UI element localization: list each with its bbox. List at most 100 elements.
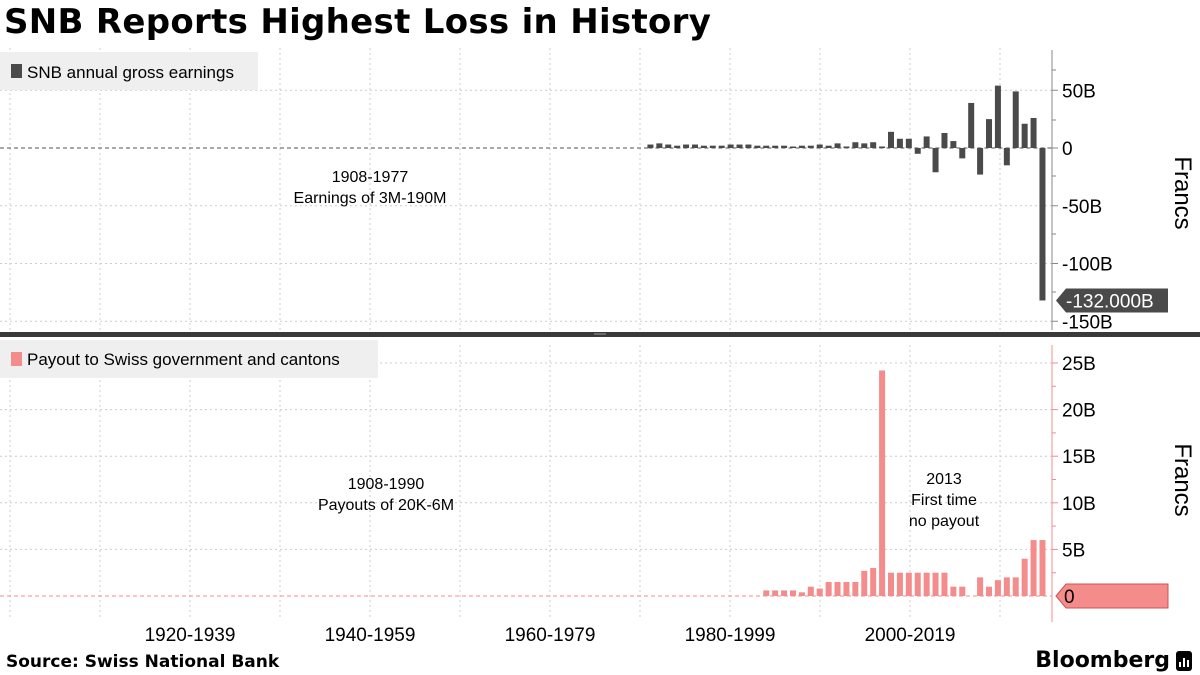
earnings-bar-1993 — [781, 145, 788, 148]
earnings-last-value-label: -132.000B — [1066, 291, 1154, 312]
payout-bar-2007 — [905, 572, 912, 596]
payout-bar-2005 — [888, 572, 894, 596]
x-axis-label: 1940-1959 — [325, 625, 416, 646]
payout-bar-2011 — [941, 572, 948, 596]
earnings-bar-2003 — [870, 142, 877, 148]
earnings-bar-1997 — [816, 144, 823, 148]
earnings-annotation-line1: 1908-1977 — [332, 169, 409, 186]
earnings-bar-1986 — [718, 145, 725, 148]
earnings-bar-2010 — [932, 148, 939, 173]
payout-bar-2009 — [923, 572, 930, 596]
payout-bar-2021 — [1030, 540, 1037, 596]
earnings-bar-2016 — [986, 119, 993, 148]
earnings-bar-1985 — [709, 145, 716, 148]
payout-annotation-2-line2: First time — [911, 492, 977, 509]
bloomberg-terminal-icon — [1176, 651, 1192, 671]
payout-bar-2017 — [994, 580, 1001, 596]
payout-bar-1997 — [816, 588, 823, 596]
earnings-bar-2012 — [950, 141, 957, 148]
payout-legend-swatch — [11, 352, 22, 366]
earnings-bar-2006 — [896, 138, 903, 148]
chart-title: SNB Reports Highest Loss in History — [4, 2, 712, 42]
payout-last-value-tag — [1055, 583, 1169, 609]
payout-bar-2008 — [914, 572, 921, 596]
earnings-ytick-label: 50B — [1062, 81, 1096, 102]
payout-bar-2006 — [896, 572, 903, 596]
earnings-bar-1999 — [834, 143, 841, 148]
earnings-bar-2007 — [905, 138, 912, 148]
earnings-bar-2022 — [1039, 148, 1046, 301]
payout-ytick-label: 25B — [1062, 354, 1096, 375]
earnings-bar-2008 — [914, 148, 921, 154]
payout-legend-box — [0, 340, 378, 378]
earnings-bar-1979 — [656, 143, 663, 148]
earnings-bar-2005 — [888, 131, 894, 148]
earnings-ytick-label: -150B — [1062, 312, 1113, 333]
payout-ytick-label: 5B — [1062, 540, 1085, 561]
payout-bar-1999 — [834, 582, 841, 596]
x-axis-label: 2000-2019 — [865, 625, 956, 646]
payout-annotation-1-line2: Payouts of 20K-6M — [318, 497, 454, 514]
earnings-bar-1982 — [683, 144, 690, 148]
payout-bar-2002 — [861, 570, 868, 596]
earnings-bar-1988 — [736, 144, 743, 148]
payout-annotation-2-line3: no payout — [909, 513, 980, 530]
payout-bar-2010 — [932, 572, 939, 596]
earnings-bar-2021 — [1030, 117, 1037, 148]
payout-bar-2003 — [870, 568, 877, 596]
earnings-bar-1983 — [691, 144, 698, 148]
payout-annotation-1-line1: 1908-1990 — [348, 476, 425, 493]
earnings-bar-1994 — [789, 146, 796, 148]
earnings-ytick-label: -50B — [1062, 197, 1102, 218]
payout-bar-2015 — [977, 577, 984, 596]
earnings-ytick-label: -100B — [1062, 255, 1113, 276]
payout-bar-1992 — [772, 590, 779, 596]
payout-bar-2022 — [1039, 540, 1046, 596]
payout-axis-title: Francs — [1169, 443, 1196, 516]
payout-ytick-label: 10B — [1062, 494, 1096, 515]
earnings-bar-1980 — [665, 144, 672, 148]
earnings-ytick-label: 0 — [1062, 139, 1073, 160]
payout-bar-2018 — [1003, 577, 1010, 596]
earnings-bar-2013 — [959, 148, 966, 159]
earnings-bar-1981 — [674, 145, 681, 148]
earnings-bar-2020 — [1021, 123, 1028, 148]
earnings-bar-1991 — [763, 145, 770, 148]
payout-bar-1995 — [798, 592, 805, 596]
earnings-bar-1989 — [745, 144, 752, 148]
earnings-bar-1978 — [647, 144, 654, 148]
earnings-annotation-line2: Earnings of 3M-190M — [294, 190, 447, 207]
earnings-bar-2002 — [861, 143, 868, 148]
earnings-bar-2011 — [941, 132, 948, 148]
earnings-legend-label: SNB annual gross earnings — [27, 63, 234, 82]
payout-bar-1994 — [789, 590, 796, 596]
payout-ytick-label: 15B — [1062, 447, 1096, 468]
earnings-bar-1990 — [754, 145, 761, 148]
payout-bar-2019 — [1012, 577, 1019, 596]
payout-bar-1991 — [763, 590, 770, 596]
payout-bar-1998 — [825, 582, 832, 596]
x-axis-label: 1920-1939 — [145, 625, 236, 646]
earnings-bar-1996 — [807, 145, 814, 148]
earnings-bar-2004 — [879, 146, 886, 148]
earnings-axis-title: Francs — [1169, 156, 1196, 229]
payout-bar-2013 — [959, 586, 966, 596]
payout-annotation-2-line1: 2013 — [926, 471, 962, 488]
bloomberg-logo: Bloomberg — [1035, 648, 1170, 673]
earnings-bar-1992 — [772, 145, 779, 148]
payout-bar-2016 — [986, 586, 993, 596]
earnings-bar-1998 — [825, 145, 832, 148]
earnings-bar-2014 — [968, 102, 975, 148]
payout-bar-2012 — [950, 586, 957, 596]
earnings-bar-1984 — [700, 145, 707, 148]
payout-bar-2000 — [843, 582, 850, 596]
earnings-bar-2017 — [994, 85, 1001, 148]
source-note: Source: Swiss National Bank — [6, 652, 280, 672]
earnings-bar-2019 — [1012, 91, 1019, 148]
earnings-bar-2000 — [843, 146, 850, 148]
earnings-bar-2001 — [852, 142, 859, 148]
earnings-last-value-tag — [1056, 288, 1168, 313]
payout-bar-2020 — [1021, 558, 1028, 596]
earnings-legend-swatch — [11, 64, 22, 78]
